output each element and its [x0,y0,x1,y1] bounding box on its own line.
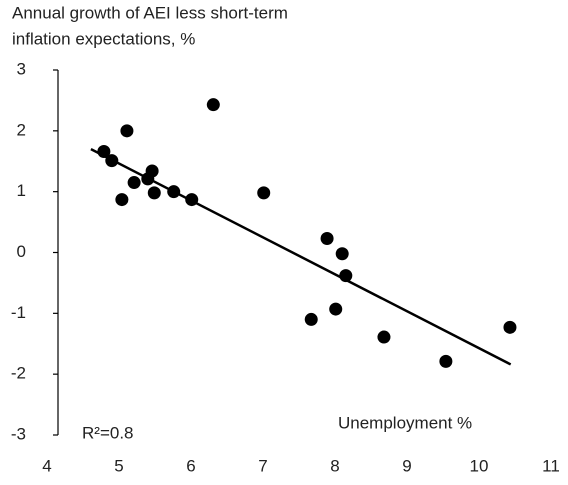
x-tick-label: 10 [470,456,489,475]
x-tick-label: 7 [258,456,267,475]
point [97,145,111,159]
y-tick-label: -3 [11,424,26,443]
point [206,98,220,112]
x-tick-label: 4 [42,456,51,475]
point [115,193,129,207]
point [127,176,141,190]
chart-title: inflation expectations, % [12,29,195,48]
point [335,247,349,261]
point [503,320,517,334]
point [320,232,334,246]
trendline [90,147,512,366]
point [105,154,119,168]
x-tick-label: 8 [330,456,339,475]
point [439,354,453,368]
y-tick-label: -2 [11,364,26,383]
y-tick-label: 1 [17,181,26,200]
y-tick-label: -1 [11,303,26,322]
point [167,185,181,199]
y-tick-label: 3 [17,59,26,78]
point [377,330,391,344]
point [339,269,353,283]
x-tick-label: 9 [402,456,411,475]
x-tick-label: 11 [542,456,560,475]
point [147,186,161,200]
point [329,302,343,316]
point [120,124,134,138]
chart-title: Annual growth of AEI less short-term [12,3,288,22]
annotation: R²=0.8 [82,423,134,442]
point [257,186,271,200]
point [185,193,199,207]
x-axis-label: Unemployment % [338,413,472,432]
point [304,312,318,326]
x-tick-label: 5 [114,456,123,475]
x-tick-label: 6 [186,456,195,475]
point [145,164,159,178]
y-tick-label: 2 [17,120,26,139]
y-tick-label: 0 [17,242,26,261]
